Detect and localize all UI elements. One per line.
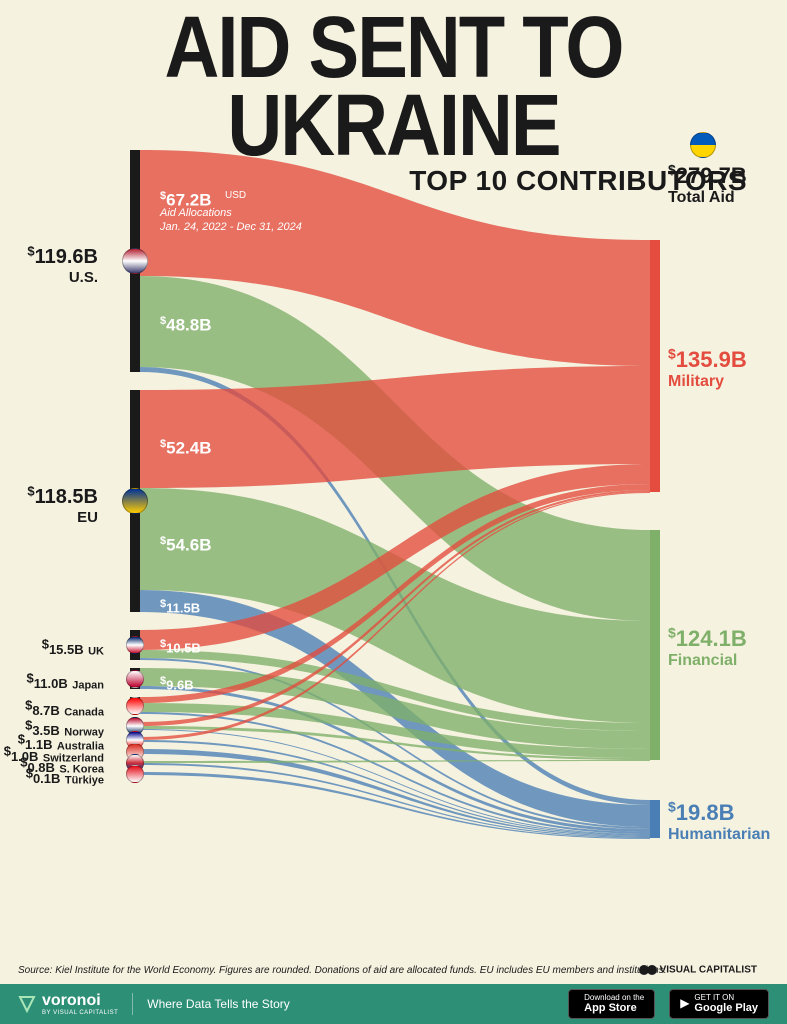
source-label: $15.5B UK xyxy=(42,637,104,659)
ca-flag-icon xyxy=(126,697,144,715)
footer-divider xyxy=(132,993,133,1015)
dest-label: $124.1BFinancial xyxy=(668,625,747,670)
dest-label: $135.9BMilitary xyxy=(668,346,747,391)
source-label: $118.5BEU xyxy=(27,483,98,526)
dest-label: $19.8BHumanitarian xyxy=(668,799,770,844)
tr-flag-icon xyxy=(126,765,144,783)
date-range-note: USD xyxy=(225,188,246,202)
source-label: $119.6BU.S. xyxy=(27,243,98,286)
footer-bar: voronoi BY VISUAL CAPITALIST Where Data … xyxy=(0,984,787,1024)
flow-amount-label: $9.6B xyxy=(160,675,194,692)
allocation-note: Aid AllocationsJan. 24, 2022 - Dec 31, 2… xyxy=(160,206,302,235)
dest-bar xyxy=(650,800,660,838)
app-store-button[interactable]: Download on theApp Store xyxy=(568,989,655,1020)
google-play-button[interactable]: ▶ GET IT ONGoogle Play xyxy=(669,989,769,1020)
flow-amount-label: $48.8B xyxy=(160,315,212,336)
us-flag-icon xyxy=(122,248,148,274)
source-label: $0.1B Türkiye xyxy=(26,766,104,788)
uk-flag-icon xyxy=(126,636,144,654)
source-label: $8.7B Canada xyxy=(25,698,104,720)
dest-bar xyxy=(650,530,660,760)
source-label: $11.0B Japan xyxy=(27,671,104,693)
sankey-chart: $119.6BU.S. $118.5BEU $15.5B UK $11.0B Japa… xyxy=(0,140,787,950)
ukraine-flag-icon xyxy=(690,132,716,158)
flow-amount-label: $52.4B xyxy=(160,438,212,459)
flow-amount-label: $54.6B xyxy=(160,535,212,556)
source-attribution: Source: Kiel Institute for the World Eco… xyxy=(18,965,666,976)
flow-amount-label: $10.5B xyxy=(160,638,201,655)
dest-label: $279.7BTotal Aid xyxy=(668,162,747,207)
dest-bar xyxy=(650,240,660,492)
footer-tagline: Where Data Tells the Story xyxy=(147,997,290,1011)
eu-flag-icon xyxy=(122,488,148,514)
voronoi-logo[interactable]: voronoi BY VISUAL CAPITALIST xyxy=(18,992,118,1016)
jp-flag-icon xyxy=(126,670,144,688)
visual-capitalist-logo: VISUAL CAPITALIST xyxy=(639,964,757,976)
flow-amount-label: $11.5B xyxy=(160,598,200,615)
